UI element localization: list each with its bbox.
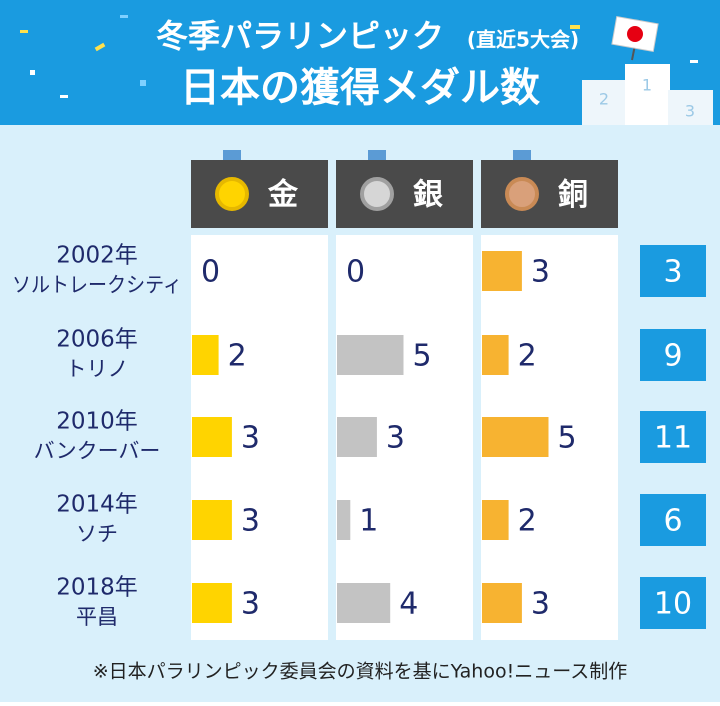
legend-label: 金 <box>267 178 299 213</box>
medal-icon <box>360 177 394 211</box>
value-label: 3 <box>531 587 550 622</box>
note: ※日本パラリンピック委員会の資料を基にYahoo!ニュース制作 <box>93 661 628 683</box>
legend-label: 銅 <box>558 178 588 213</box>
value-label: 2 <box>228 339 247 374</box>
category-label: ソルトレークシティ <box>12 273 182 297</box>
category-label: 2018年 <box>56 575 138 601</box>
chart-title: 日本の獲得メダル数 <box>180 65 540 111</box>
total-box <box>640 411 706 463</box>
total-label: 6 <box>663 504 682 539</box>
podium <box>582 15 713 125</box>
total-label: 9 <box>663 339 682 374</box>
value-label: 0 <box>346 255 365 290</box>
value-label: 3 <box>241 421 260 456</box>
podium-label: 3 <box>685 102 695 121</box>
bar <box>192 583 232 623</box>
bar <box>337 335 404 375</box>
category-label: 2010年 <box>56 409 138 435</box>
category-label: 2006年 <box>56 327 138 353</box>
podium-label: 1 <box>642 76 652 95</box>
medal-icon <box>215 177 249 211</box>
total-box <box>640 577 706 629</box>
category-label: バンクーバー <box>34 439 161 463</box>
category-label: トリノ <box>66 357 129 381</box>
bar <box>337 583 391 623</box>
total-label: 11 <box>654 421 692 456</box>
value-label: 3 <box>386 421 405 456</box>
chart-subtitle: (直近5大会) <box>467 28 579 52</box>
value-label: 0 <box>201 255 220 290</box>
value-label: 4 <box>399 587 418 622</box>
bar <box>192 500 232 540</box>
column-header <box>191 160 328 228</box>
value-label: 2 <box>518 504 537 539</box>
value-label: 1 <box>359 504 378 539</box>
podium-label: 2 <box>599 90 609 109</box>
total-box <box>640 329 706 381</box>
total-label: 3 <box>663 255 682 290</box>
chart-title: 冬季パラリンピック <box>156 17 444 55</box>
bar <box>192 417 232 457</box>
value-label: 3 <box>241 504 260 539</box>
total-box <box>640 494 706 546</box>
medal-icon <box>505 177 539 211</box>
total-label: 10 <box>654 587 692 622</box>
bar <box>482 335 509 375</box>
column-header <box>336 160 473 228</box>
bar <box>337 417 377 457</box>
value-label: 3 <box>241 587 260 622</box>
bar <box>192 335 219 375</box>
value-label: 3 <box>531 255 550 290</box>
legend-label: 銀 <box>413 178 443 213</box>
bar <box>337 500 351 540</box>
total-box <box>640 245 706 297</box>
confetti <box>20 15 698 98</box>
bar <box>482 583 522 623</box>
bar <box>482 417 549 457</box>
category-label: 2002年 <box>56 243 138 269</box>
value-label: 5 <box>413 339 432 374</box>
category-label: ソチ <box>76 522 118 546</box>
bar <box>482 500 509 540</box>
category-label: 平昌 <box>76 605 118 629</box>
value-label: 5 <box>558 421 577 456</box>
category-label: 2014年 <box>56 492 138 518</box>
value-label: 2 <box>518 339 537 374</box>
bar <box>482 251 522 291</box>
column-header <box>481 160 618 228</box>
